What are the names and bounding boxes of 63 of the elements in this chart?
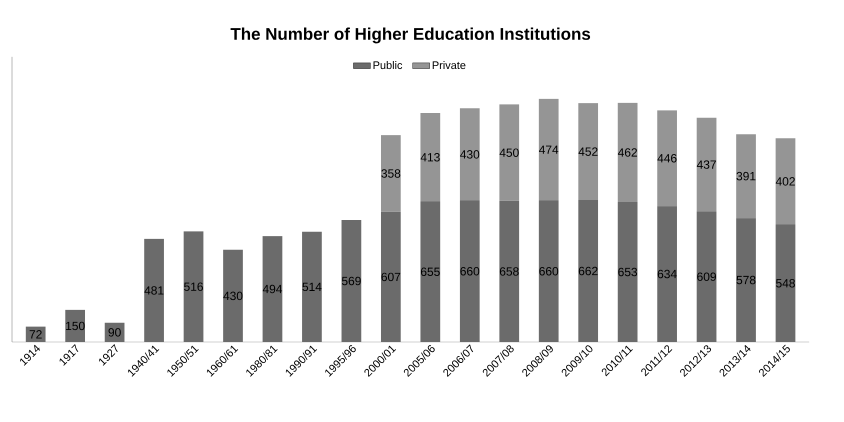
- bar: [380, 212, 401, 342]
- bar: [65, 310, 86, 342]
- data-label: 72: [30, 330, 42, 338]
- data-label: 462: [618, 148, 638, 157]
- data-label: 578: [736, 276, 756, 284]
- legend-label: Public: [374, 61, 402, 70]
- bar: [420, 113, 440, 202]
- data-label: 413: [420, 153, 440, 162]
- bar: [538, 98, 559, 200]
- data-label: 90: [108, 328, 121, 337]
- bar: [144, 238, 164, 342]
- bar: [776, 224, 796, 342]
- data-label: 494: [262, 284, 282, 294]
- bar: [578, 200, 598, 342]
- data-label: 358: [381, 169, 400, 178]
- data-label: 569: [342, 276, 361, 286]
- bar: [696, 211, 716, 342]
- bar: [618, 102, 638, 202]
- bar: [776, 138, 796, 224]
- bar: [736, 134, 756, 218]
- data-label: 430: [223, 292, 243, 300]
- bar: [578, 103, 598, 200]
- data-label: 450: [500, 148, 519, 157]
- data-label: 402: [776, 177, 795, 186]
- bar: [104, 322, 124, 342]
- data-label: 653: [618, 268, 638, 276]
- data-label: 660: [539, 267, 558, 276]
- data-label: 607: [381, 272, 400, 282]
- legend-label: Private: [432, 61, 466, 70]
- bar: [460, 108, 480, 200]
- data-label: 658: [500, 267, 519, 276]
- bar: [499, 200, 520, 342]
- bar: [696, 118, 716, 212]
- data-label: 150: [66, 322, 85, 330]
- data-label: 660: [460, 267, 480, 276]
- data-label: 452: [578, 147, 598, 156]
- chart-title: The Number of Higher Education Institutions: [230, 27, 590, 44]
- bar: [420, 202, 440, 342]
- bar: [460, 200, 480, 342]
- data-label: 655: [420, 268, 440, 276]
- data-label: 474: [539, 146, 558, 154]
- bar: [499, 104, 520, 201]
- bar: [657, 206, 677, 342]
- data-label: 609: [697, 272, 716, 281]
- data-label: 662: [578, 266, 598, 276]
- data-label: 391: [736, 172, 756, 180]
- data-label: 437: [696, 160, 716, 169]
- data-label: 514: [302, 282, 322, 292]
- data-label: 634: [658, 270, 677, 278]
- bar: [223, 250, 243, 342]
- bar: [342, 220, 362, 342]
- data-label: 516: [184, 282, 203, 291]
- bar: [302, 232, 322, 342]
- data-label: 548: [776, 279, 795, 288]
- bar: [184, 231, 204, 342]
- bar: [736, 218, 756, 342]
- data-label: 446: [657, 154, 677, 162]
- bar: [380, 135, 401, 212]
- bar: [538, 200, 559, 342]
- bar: [618, 202, 638, 342]
- bar: [657, 110, 677, 206]
- bar: [262, 236, 282, 342]
- data-label: 430: [460, 150, 480, 159]
